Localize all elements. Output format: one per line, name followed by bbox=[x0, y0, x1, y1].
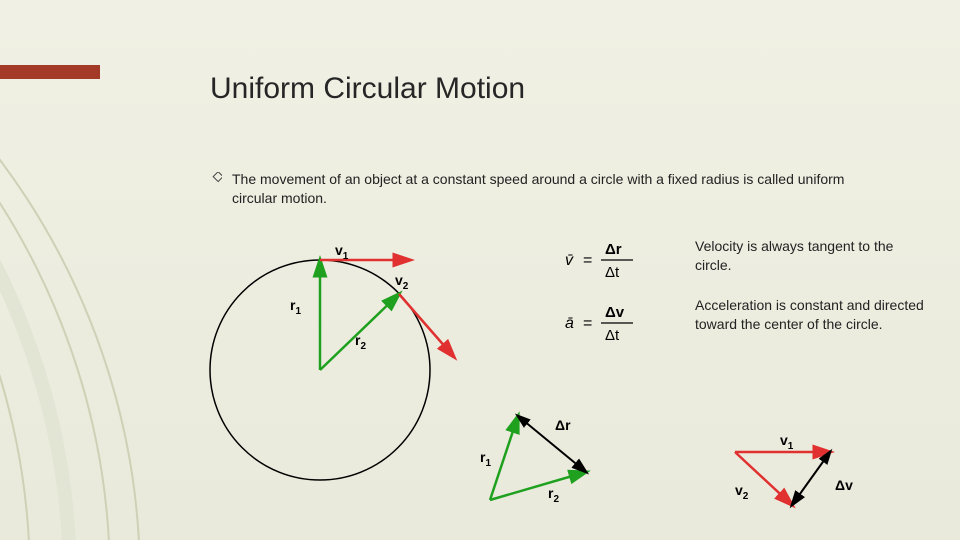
svg-text:r1: r1 bbox=[480, 449, 491, 469]
slide: Uniform Circular Motion The movement of … bbox=[0, 0, 960, 540]
svg-text:r1: r1 bbox=[290, 297, 301, 317]
svg-text:r2: r2 bbox=[355, 332, 366, 352]
svg-text:Δr: Δr bbox=[555, 417, 571, 433]
svg-text:v2: v2 bbox=[395, 272, 409, 292]
svg-text:Δv: Δv bbox=[835, 477, 853, 493]
svg-text:v2: v2 bbox=[735, 482, 749, 502]
svg-text:v1: v1 bbox=[780, 432, 794, 452]
circular-motion-diagram: v1v2r1r2r1r2Δrv1v2Δv bbox=[0, 0, 960, 540]
svg-text:r2: r2 bbox=[548, 485, 559, 505]
